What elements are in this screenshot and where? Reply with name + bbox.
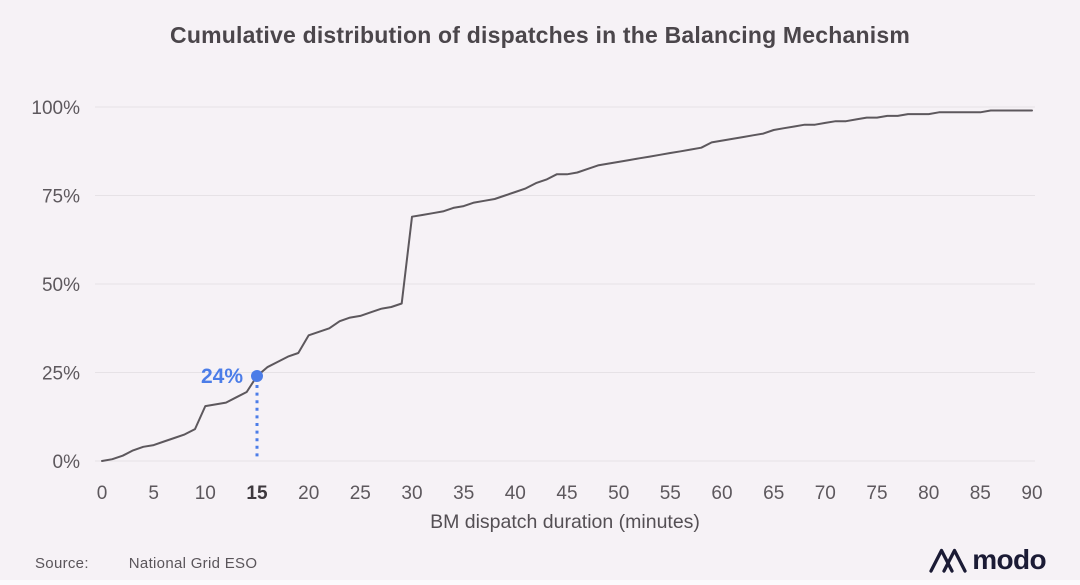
x-tick-label-90: 90 — [1021, 483, 1042, 504]
modo-logo: modo — [928, 544, 1047, 576]
x-tick-label-5: 5 — [148, 483, 159, 504]
x-tick-label-35: 35 — [453, 483, 474, 504]
x-tick-label-80: 80 — [918, 483, 939, 504]
x-tick-label-0: 0 — [97, 483, 108, 504]
x-tick-label-50: 50 — [608, 483, 629, 504]
x-tick-label-60: 60 — [711, 483, 732, 504]
x-tick-label-15: 15 — [246, 483, 268, 504]
x-tick-label-65: 65 — [763, 483, 784, 504]
x-tick-label-10: 10 — [195, 483, 216, 504]
x-tick-label-75: 75 — [866, 483, 887, 504]
x-tick-label-45: 45 — [556, 483, 577, 504]
bottom-strip — [0, 580, 1080, 585]
source-label: Source: — [35, 555, 89, 572]
x-tick-label-40: 40 — [505, 483, 526, 504]
x-tick-label-55: 55 — [660, 483, 681, 504]
annotation-dot — [251, 370, 263, 382]
y-tick-label-100: 100% — [31, 98, 80, 119]
modo-logo-text: modo — [972, 544, 1046, 575]
x-tick-label-25: 25 — [350, 483, 371, 504]
x-tick-label-70: 70 — [815, 483, 836, 504]
cdf-curve — [101, 109, 1033, 462]
annotation-label: 24% — [201, 365, 243, 388]
y-tick-label-0: 0% — [53, 452, 81, 473]
chart-title-text: Cumulative distribution of dispatches in… — [170, 22, 910, 48]
modo-mountains-icon — [929, 548, 967, 573]
y-tick-label-50: 50% — [42, 275, 80, 296]
y-tick-label-25: 25% — [42, 364, 80, 385]
source-row: Source: National Grid ESO — [35, 555, 257, 572]
y-tick-label-75: 75% — [42, 187, 80, 208]
source-value: National Grid ESO — [128, 555, 258, 572]
chart-title: Cumulative distribution of dispatches in… — [0, 19, 1080, 52]
x-tick-label-20: 20 — [298, 483, 319, 504]
x-axis-title: BM dispatch duration (minutes) — [430, 511, 700, 533]
x-tick-label-30: 30 — [401, 483, 422, 504]
x-tick-label-85: 85 — [970, 483, 991, 504]
